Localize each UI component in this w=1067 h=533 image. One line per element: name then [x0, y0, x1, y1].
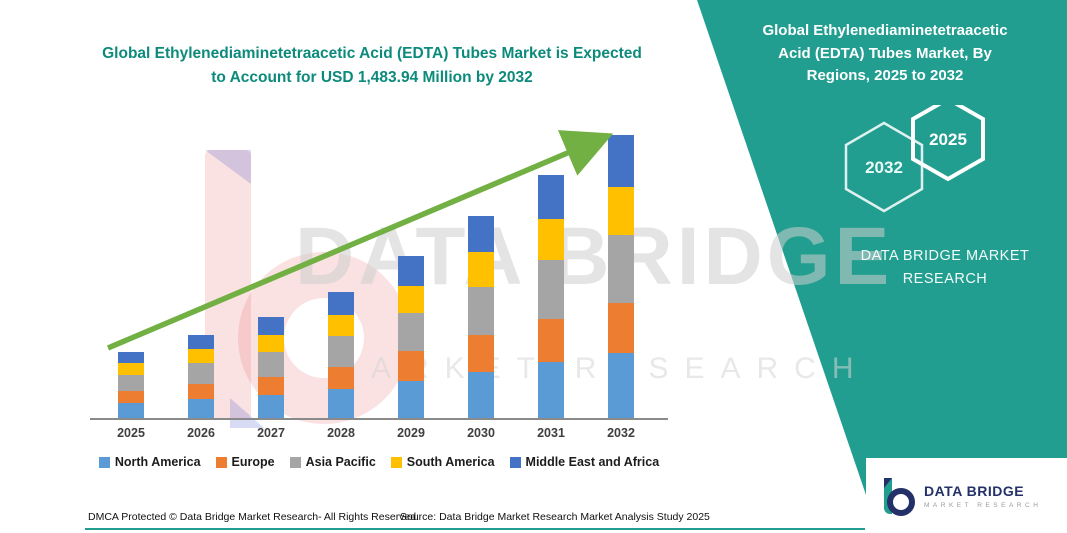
x-axis-label-2032: 2032 [607, 426, 635, 440]
x-axis-label-2030: 2030 [467, 426, 495, 440]
bar-segment-north-america [608, 353, 634, 418]
bar-segment-asia-pacific [608, 235, 634, 303]
bar-segment-south-america [398, 285, 424, 313]
panel-title: Global Ethylenediaminetetraacetic Acid (… [762, 22, 1008, 84]
legend-swatch [390, 456, 402, 468]
hexagon-2025-label: 2025 [929, 130, 967, 149]
chart-headline: Global Ethylenediaminetetraacetic Acid (… [102, 45, 642, 87]
panel-brand-text: DATA BRIDGE MARKET RESEARCH [860, 248, 1030, 288]
dbmr-logo-subtitle: MARKET RESEARCH [924, 501, 1042, 509]
legend-label: Asia Pacific [305, 455, 376, 469]
bar-segment-south-america [538, 218, 564, 261]
hexagon-2025 [911, 105, 985, 182]
bar-segment-south-america [328, 315, 354, 337]
dbmr-logo-text: DATA BRIDGE MARKET RESEARCH [924, 483, 1041, 509]
bar-segment-middle-east-and-africa [538, 175, 564, 219]
source-note: Source: Data Bridge Market Research Mark… [400, 511, 710, 523]
bar-segment-north-america [398, 380, 424, 418]
bar-segment-north-america [538, 362, 564, 418]
bar-segment-south-america [468, 252, 494, 287]
bar-segment-asia-pacific [468, 286, 494, 336]
bar-segment-north-america [258, 394, 284, 418]
year-hexagons: 2032 2025 [844, 105, 985, 213]
bar-segment-middle-east-and-africa [258, 316, 284, 336]
bar-segment-middle-east-and-africa [608, 135, 634, 187]
legend-item-asia-pacific: Asia Pacific [289, 455, 376, 469]
bar-segment-asia-pacific [398, 312, 424, 352]
x-axis: 2025 2026 2027 2028 2029 2030 2031 2032 [90, 426, 668, 440]
legend-label: Middle East and Africa [525, 455, 660, 469]
bar-segment-south-america [608, 186, 634, 236]
bar-2025 [118, 352, 144, 418]
bar-segment-asia-pacific [118, 374, 144, 391]
bar-segment-south-america [188, 349, 214, 364]
bar-segment-europe [258, 376, 284, 395]
bar-2028 [328, 291, 354, 418]
x-axis-label-2031: 2031 [537, 426, 565, 440]
bar-segment-europe [328, 366, 354, 389]
x-axis-label-2025: 2025 [117, 426, 145, 440]
bar-segment-north-america [118, 402, 144, 418]
bar-segment-middle-east-and-africa [328, 291, 354, 316]
legend-swatch [289, 456, 301, 468]
legend-swatch [509, 456, 521, 468]
dbmr-logo-icon [884, 477, 915, 516]
chart-legend: North America Europe Asia Pacific South Ame… [80, 455, 678, 469]
x-axis-label-2026: 2026 [187, 426, 215, 440]
bar-segment-north-america [468, 371, 494, 418]
bar-segment-south-america [118, 363, 144, 375]
x-axis-label-2029: 2029 [397, 426, 425, 440]
hexagon-2032 [844, 121, 924, 213]
bar-segment-europe [398, 351, 424, 381]
dbmr-logo-name: DATA BRIDGE [924, 482, 1025, 499]
bar-2026 [188, 335, 214, 418]
plot-area [90, 133, 668, 420]
bar-segment-south-america [258, 335, 284, 353]
bar-segment-north-america [188, 398, 214, 418]
bar-segment-middle-east-and-africa [188, 335, 214, 350]
legend-item-north-america: North America [98, 455, 201, 469]
bar-segment-north-america [328, 388, 354, 418]
legend-swatch [215, 456, 227, 468]
dmca-note: DMCA Protected © Data Bridge Market Rese… [88, 511, 420, 523]
bar-segment-middle-east-and-africa [398, 256, 424, 286]
bar-2032 [608, 135, 634, 418]
bar-segment-asia-pacific [538, 260, 564, 319]
bottom-divider [85, 528, 865, 530]
legend-label: Europe [231, 455, 275, 469]
bar-2031 [538, 175, 564, 418]
legend-item-middle-east-and-africa: Middle East and Africa [509, 455, 660, 469]
hexagon-2032-label: 2032 [865, 158, 903, 177]
legend-label: South America [406, 455, 495, 469]
bar-segment-asia-pacific [328, 336, 354, 367]
dbmr-logo-card: DATA BRIDGE MARKET RESEARCH [866, 458, 1067, 533]
legend-swatch [98, 456, 110, 468]
x-axis-label-2027: 2027 [257, 426, 285, 440]
bar-segment-europe [118, 390, 144, 403]
legend-label: North America [114, 455, 201, 469]
bar-segment-middle-east-and-africa [468, 215, 494, 253]
bar-2027 [258, 316, 284, 418]
bar-2029 [398, 256, 424, 418]
legend-item-south-america: South America [390, 455, 495, 469]
bar-segment-asia-pacific [258, 352, 284, 377]
x-axis-label-2028: 2028 [327, 426, 355, 440]
bar-segment-asia-pacific [188, 363, 214, 384]
stacked-bar-chart: 2025 2026 2027 2028 2029 2030 2031 2032 [90, 130, 668, 440]
bar-segment-europe [188, 383, 214, 399]
bar-segment-europe [608, 302, 634, 354]
legend-item-europe: Europe [215, 455, 275, 469]
bar-segment-europe [468, 335, 494, 372]
bar-segment-europe [538, 318, 564, 363]
bar-segment-middle-east-and-africa [118, 352, 144, 364]
bar-2030 [468, 215, 494, 418]
